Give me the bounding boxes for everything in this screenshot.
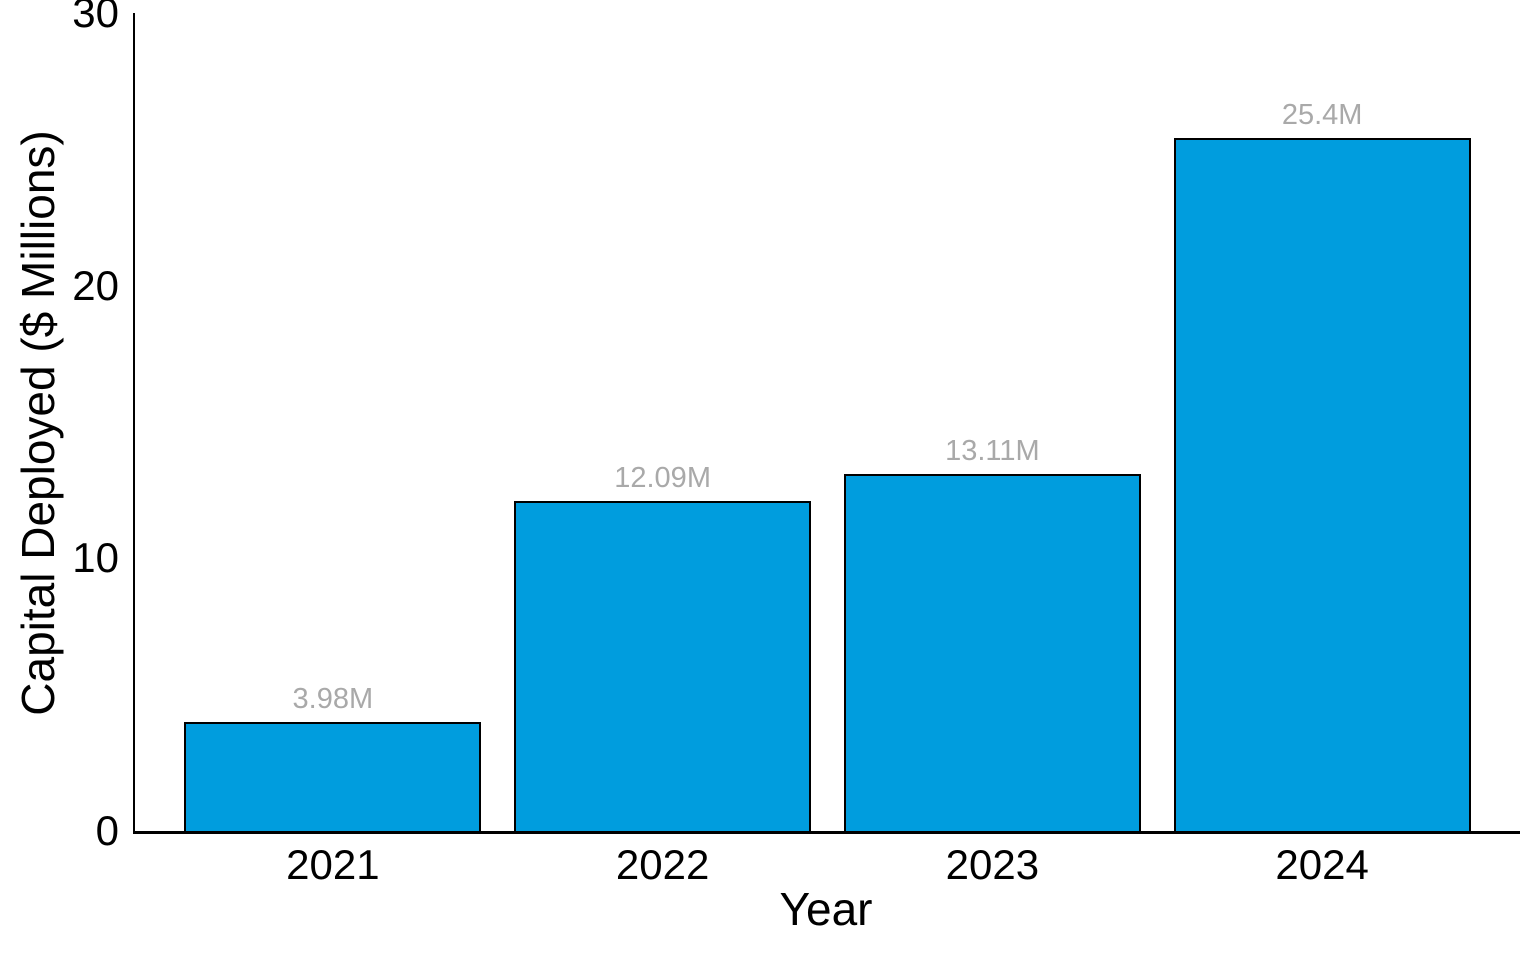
bar-value-label-2023: 13.11M (945, 434, 1040, 467)
x-axis-title: Year (779, 883, 873, 935)
x-tick-label-2023: 2023 (945, 841, 1040, 888)
y-tick-label-0: 0 (95, 807, 119, 854)
bar-value-label-2022: 12.09M (614, 462, 711, 495)
x-tick-label-2024: 2024 (1275, 841, 1369, 888)
bar-2021 (184, 722, 482, 831)
bar-2024 (1173, 138, 1471, 831)
y-tick-label-20: 20 (72, 261, 119, 309)
y-tick-label-10: 10 (72, 534, 119, 582)
plot-area: 3.98M 2021 12.09M 2022 13.11M 2023 25.4M 2024 0 1… (72, 0, 1520, 886)
y-tick-label-30: 30 (72, 0, 119, 36)
bar-value-label-2024: 25.4M (1281, 99, 1363, 132)
x-tick-label-2022: 2022 (615, 841, 710, 888)
bar-2023 (843, 473, 1141, 831)
y-axis-title: Capital Deployed ($ Millions) (12, 130, 64, 716)
bar-2022 (514, 501, 811, 831)
x-tick-label-2021: 2021 (286, 841, 380, 888)
bar-value-label-2021: 3.98M (292, 683, 374, 716)
